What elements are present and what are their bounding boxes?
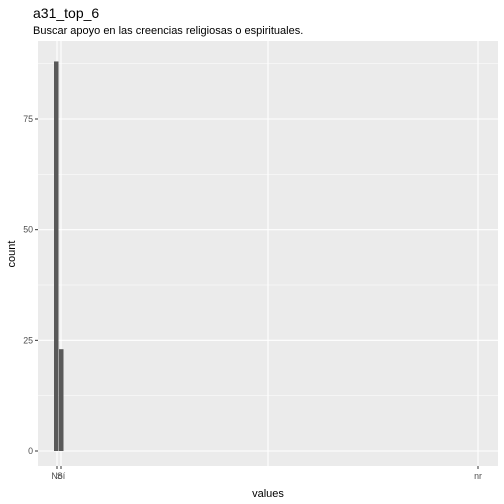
bar-no [54, 61, 59, 451]
bars [54, 61, 64, 451]
y-tick-label: 0 [28, 446, 33, 456]
gridlines [38, 41, 498, 466]
bar-si [59, 349, 64, 451]
y-tick-label: 75 [23, 114, 33, 124]
x-tick-label: nr [474, 471, 482, 481]
chart-title: a31_top_6 [33, 5, 100, 21]
x-axis-title: values [252, 488, 284, 500]
chart-subtitle: Buscar apoyo en las creencias religiosas… [33, 25, 304, 37]
y-axis: 0 25 50 75 [23, 114, 38, 456]
x-tick-label: Sí [57, 471, 66, 481]
y-tick-label: 50 [23, 225, 33, 235]
y-tick-label: 25 [23, 335, 33, 345]
y-axis-title: count [6, 241, 18, 268]
x-tick-label: No [51, 471, 62, 481]
